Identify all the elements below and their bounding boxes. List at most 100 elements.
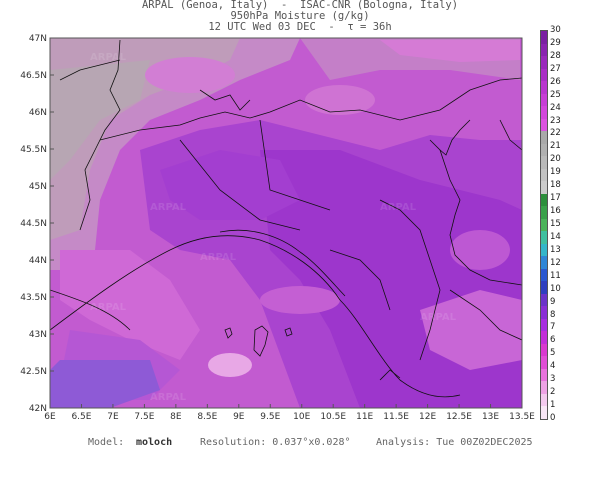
- latitude-label: 47N: [29, 34, 47, 44]
- longitude-label: 10.5E: [320, 412, 346, 422]
- latitude-label: 43.5N: [20, 293, 47, 303]
- watermark: ARPAL: [150, 392, 187, 403]
- colorbar-tick-label: 9: [550, 298, 555, 307]
- colorbar-segment: [541, 194, 547, 207]
- moisture-field: [50, 38, 522, 408]
- colorbar-tick-label: 18: [550, 181, 561, 190]
- latitude-label: 45N: [29, 182, 47, 192]
- colorbar-tick-label: 19: [550, 168, 561, 177]
- latitude-label: 43N: [29, 330, 47, 340]
- colorbar-segment: [541, 169, 547, 182]
- colorbar-segment: [541, 381, 547, 394]
- colorbar-tick-label: 6: [550, 336, 555, 345]
- latitude-label: 44N: [29, 256, 47, 266]
- moisture-map: ARPAL ARPAL ARPAL ARPAL ARPAL ARPAL ARPA…: [0, 0, 600, 450]
- colorbar-tick-label: 23: [550, 117, 561, 126]
- footer-model-value: moloch: [136, 437, 172, 448]
- colorbar-segment: [541, 319, 547, 332]
- colorbar-segment: [541, 31, 547, 44]
- colorbar-segment: [541, 306, 547, 319]
- colorbar-segment: [541, 56, 547, 69]
- colorbar-tick-label: 29: [550, 39, 561, 48]
- colorbar-segment: [541, 181, 547, 194]
- colorbar-segment: [541, 69, 547, 82]
- colorbar-tick-label: 14: [550, 233, 561, 242]
- footer: Model: moloch Resolution: 0.037°x0.028° …: [0, 437, 600, 492]
- longitude-label: 7E: [107, 412, 119, 422]
- longitude-label: 6.5E: [71, 412, 91, 422]
- latitude-label: 46N: [29, 108, 47, 118]
- colorbar-tick-label: 1: [550, 401, 555, 410]
- colorbar-segment: [541, 356, 547, 369]
- colorbar-tick-label: 4: [550, 362, 555, 371]
- latitude-label: 44.5N: [20, 219, 47, 229]
- colorbar-segment: [541, 106, 547, 119]
- colorbar-segment: [541, 294, 547, 307]
- colorbar-tick-label: 30: [550, 26, 561, 35]
- watermark: ARPAL: [200, 252, 237, 263]
- colorbar-tick-label: 15: [550, 220, 561, 229]
- colorbar-segment: [541, 119, 547, 132]
- colorbar-segment: [541, 281, 547, 294]
- colorbar-segment: [541, 394, 547, 407]
- longitude-label: 12E: [419, 412, 436, 422]
- latitude-label: 42.5N: [20, 367, 47, 377]
- colorbar-tick-label: 2: [550, 388, 555, 397]
- colorbar-tick-label: 24: [550, 104, 561, 113]
- watermark: ARPAL: [420, 312, 457, 323]
- colorbar-tick-label: 22: [550, 129, 561, 138]
- watermark: ARPAL: [150, 202, 187, 213]
- colorbar-tick-label: 8: [550, 311, 555, 320]
- longitude-label: 12.5E: [446, 412, 472, 422]
- longitude-label: 9.5E: [260, 412, 280, 422]
- longitude-label: 9E: [233, 412, 245, 422]
- colorbar-segment: [541, 331, 547, 344]
- colorbar-tick-label: 25: [550, 91, 561, 100]
- colorbar-segment: [541, 406, 547, 419]
- longitude-label: 6E: [44, 412, 56, 422]
- colorbar-segment: [541, 244, 547, 257]
- longitude-label: 10E: [293, 412, 310, 422]
- colorbar-segment: [541, 81, 547, 94]
- colorbar-tick-label: 12: [550, 259, 561, 268]
- longitude-label: 7.5E: [134, 412, 154, 422]
- colorbar-tick-label: 10: [550, 285, 561, 294]
- colorbar-tick-label: 17: [550, 194, 561, 203]
- latitude-labels: 47N 46.5N 46N 45.5N 45N 44.5N 44N 43.5N 43N 42.5N…: [20, 34, 54, 414]
- colorbar-segment: [541, 256, 547, 269]
- colorbar-tick-label: 11: [550, 272, 561, 281]
- longitude-label: 8E: [170, 412, 182, 422]
- colorbar-tick-label: 5: [550, 349, 555, 358]
- colorbar-segment: [541, 219, 547, 232]
- colorbar-tick-label: 16: [550, 207, 561, 216]
- colorbar-segment: [541, 94, 547, 107]
- colorbar-segment: [541, 269, 547, 282]
- colorbar-tick-label: 26: [550, 78, 561, 87]
- latitude-label: 45.5N: [20, 145, 47, 155]
- colorbar-segment: [541, 206, 547, 219]
- colorbar-segment: [541, 344, 547, 357]
- longitude-label: 13E: [482, 412, 499, 422]
- footer-model-label: Model:: [88, 437, 124, 448]
- longitude-label: 11.5E: [383, 412, 409, 422]
- colorbar-tick-label: 28: [550, 52, 561, 61]
- colorbar-tick-label: 0: [550, 414, 555, 423]
- colorbar-tick-label: 7: [550, 323, 555, 332]
- colorbar-tick-label: 27: [550, 65, 561, 74]
- watermark: ARPAL: [90, 52, 127, 63]
- footer-resolution: Resolution: 0.037°x0.028°: [200, 437, 351, 448]
- longitude-label: 11E: [356, 412, 373, 422]
- longitude-label: 13.5E: [509, 412, 535, 422]
- colorbar-tick-label: 13: [550, 246, 561, 255]
- colorbar-tick-label: 3: [550, 375, 555, 384]
- colorbar-tick-label: 20: [550, 155, 561, 164]
- colorbar-segment: [541, 369, 547, 382]
- latitude-label: 46.5N: [20, 71, 47, 81]
- colorbar-segment: [541, 44, 547, 57]
- colorbar-segment: [541, 231, 547, 244]
- colorbar: [540, 30, 548, 420]
- colorbar-segment: [541, 144, 547, 157]
- colorbar-segment: [541, 131, 547, 144]
- footer-analysis: Analysis: Tue 00Z02DEC2025: [376, 437, 533, 448]
- watermark: ARPAL: [90, 302, 127, 313]
